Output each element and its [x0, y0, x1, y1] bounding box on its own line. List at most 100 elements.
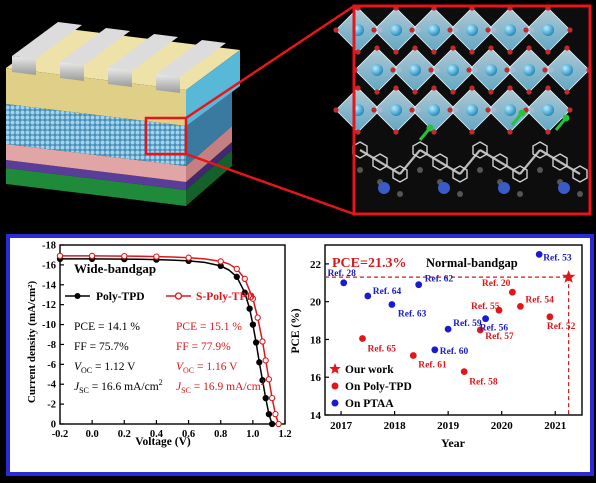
- ff-s-poly-tpd: FF = 77.9%: [176, 341, 231, 353]
- pce-y-tick-label: 14: [310, 410, 322, 422]
- pce-chart-title: Normal-bandgap: [426, 256, 518, 270]
- jv-y-tick-label: -12: [42, 300, 56, 311]
- iodide-atom: [428, 67, 434, 73]
- pce-y-tick-label: 16: [310, 372, 322, 384]
- legend-label-our-work: Our work: [345, 364, 394, 376]
- iodide-atom: [564, 45, 570, 51]
- electrode-bar: [108, 34, 178, 71]
- aromatic-ring: [372, 153, 388, 171]
- device-top-layer-front: [6, 68, 186, 126]
- carbon-atom: [537, 167, 543, 173]
- pce-point-label: Ref. 56: [480, 324, 509, 334]
- zoom-line-bottom: [185, 152, 355, 216]
- pce-point-on-poly-tpd: [495, 306, 503, 314]
- jv-point-s-poly-tpd: [249, 295, 257, 302]
- sulfur-atom: [518, 109, 526, 117]
- iodide-atom: [523, 27, 529, 33]
- pce-points: Ref. 65 Ref. 61 Ref. 58 Ref. 57 Ref. 55 Ref. …: [327, 251, 576, 388]
- iodide-atom: [409, 27, 415, 33]
- iodide-atom: [447, 27, 453, 33]
- iodide-atom: [371, 27, 377, 33]
- polymer-bond: [459, 149, 481, 175]
- jv-point-poly-tpd: [252, 339, 260, 346]
- pce-point-label: Ref. 20: [482, 279, 511, 289]
- pce-legend: Our work On Poly-TPD On PTAA: [329, 363, 412, 410]
- iodide-atom: [431, 129, 437, 135]
- iodide-atom: [412, 45, 418, 51]
- iodide-atom: [393, 49, 399, 55]
- polymer-bond: [359, 149, 381, 163]
- jv-x-tick-label: 0.8: [214, 429, 227, 440]
- iodide-atom: [393, 129, 399, 135]
- pce-poly-tpd: PCE = 14.1 %: [74, 321, 140, 333]
- iodide-atom: [450, 89, 456, 95]
- pce-point-our-work: [562, 270, 576, 283]
- aromatic-ring: [492, 153, 508, 171]
- jv-point-poly-tpd: [233, 273, 240, 280]
- device-purple-layer-side: [186, 142, 232, 190]
- iodide-atom: [431, 49, 437, 55]
- iodide-atom: [542, 67, 548, 73]
- inset-border: [352, 4, 592, 216]
- iodide-atom: [564, 89, 570, 95]
- aromatic-ring: [552, 153, 568, 171]
- jv-legend: Poly-TPD S-Poly-TPD: [65, 291, 255, 303]
- electrode-bar-front: [108, 68, 132, 87]
- jv-point-s-poly-tpd: [121, 252, 128, 260]
- carbon-atom: [417, 167, 423, 173]
- jv-y-tick-label: -2: [47, 400, 56, 411]
- pce-point-on-poly-tpd: [517, 303, 524, 310]
- jv-y-tick-label: 0: [51, 420, 56, 431]
- iodide-atom: [545, 85, 551, 91]
- jv-point-poly-tpd: [256, 359, 263, 366]
- iodide-atom: [450, 45, 456, 51]
- jv-annotations-poly-tpd: PCE = 14.1 % FF = 75.7% VOC = 1.12 V JSC…: [74, 321, 163, 395]
- iodide-atom: [355, 129, 361, 135]
- jv-point-s-poly-tpd: [233, 265, 240, 273]
- jv-y-tick-label: -10: [42, 320, 56, 331]
- pce-point-on-poly-tpd: [476, 326, 484, 334]
- iodide-atom: [469, 85, 475, 91]
- lead-atom: [447, 64, 459, 76]
- iodide-atom: [485, 107, 491, 113]
- legend-marker-poly-tpd: [74, 293, 81, 299]
- jv-y-tick-label: -18: [42, 241, 56, 252]
- pce-point-on-ptaa: [444, 325, 452, 333]
- device-top-layer-side: [186, 50, 240, 126]
- aromatic-ring: [412, 141, 428, 159]
- legend-label-on-poly-tpd: On Poly-TPD: [345, 381, 412, 393]
- iodide-atom: [447, 107, 453, 113]
- iodide-atom: [507, 85, 513, 91]
- jv-point-s-poly-tpd: [217, 258, 224, 265]
- charts-panel: [6, 234, 594, 476]
- jv-y-tick-label: -14: [42, 280, 57, 291]
- pce-point-on-ptaa: [415, 281, 423, 289]
- jv-point-poly-tpd: [268, 420, 276, 428]
- electrode-bar: [156, 40, 226, 77]
- pce-point-label: Ref. 61: [418, 361, 447, 371]
- lead-atom: [466, 104, 478, 116]
- jv-point-s-poly-tpd: [56, 252, 64, 260]
- jv-curve-poly-tpd: [60, 258, 273, 425]
- jsc-poly-tpd: JSC = 16.6 mA/cm2: [74, 378, 163, 395]
- jv-point-s-poly-tpd: [268, 394, 276, 402]
- jv-point-poly-tpd: [265, 410, 273, 418]
- iodide-atom: [507, 49, 513, 55]
- pce-point-on-ptaa: [431, 346, 439, 354]
- iodide-atom: [504, 67, 510, 73]
- jsc-s-poly-tpd: JSC = 16.9 mA/cm2: [176, 378, 265, 395]
- aromatic-ring: [452, 165, 468, 183]
- pce-x-tick-label: 2021: [544, 420, 566, 432]
- jv-x-tick-label: 0.4: [150, 429, 164, 440]
- lead-atom: [466, 24, 478, 36]
- iodide-atom: [374, 45, 380, 51]
- aromatic-ring: [572, 165, 588, 183]
- jv-point-s-poly-tpd: [185, 254, 192, 261]
- device-perovskite-layer-side: [186, 86, 232, 166]
- pce-plot-frame: [324, 244, 583, 416]
- carbon-atom: [577, 191, 583, 197]
- polymer-bond: [559, 161, 581, 175]
- pce-x-tick-label: 2017: [330, 420, 353, 432]
- aromatic-ring: [432, 153, 448, 171]
